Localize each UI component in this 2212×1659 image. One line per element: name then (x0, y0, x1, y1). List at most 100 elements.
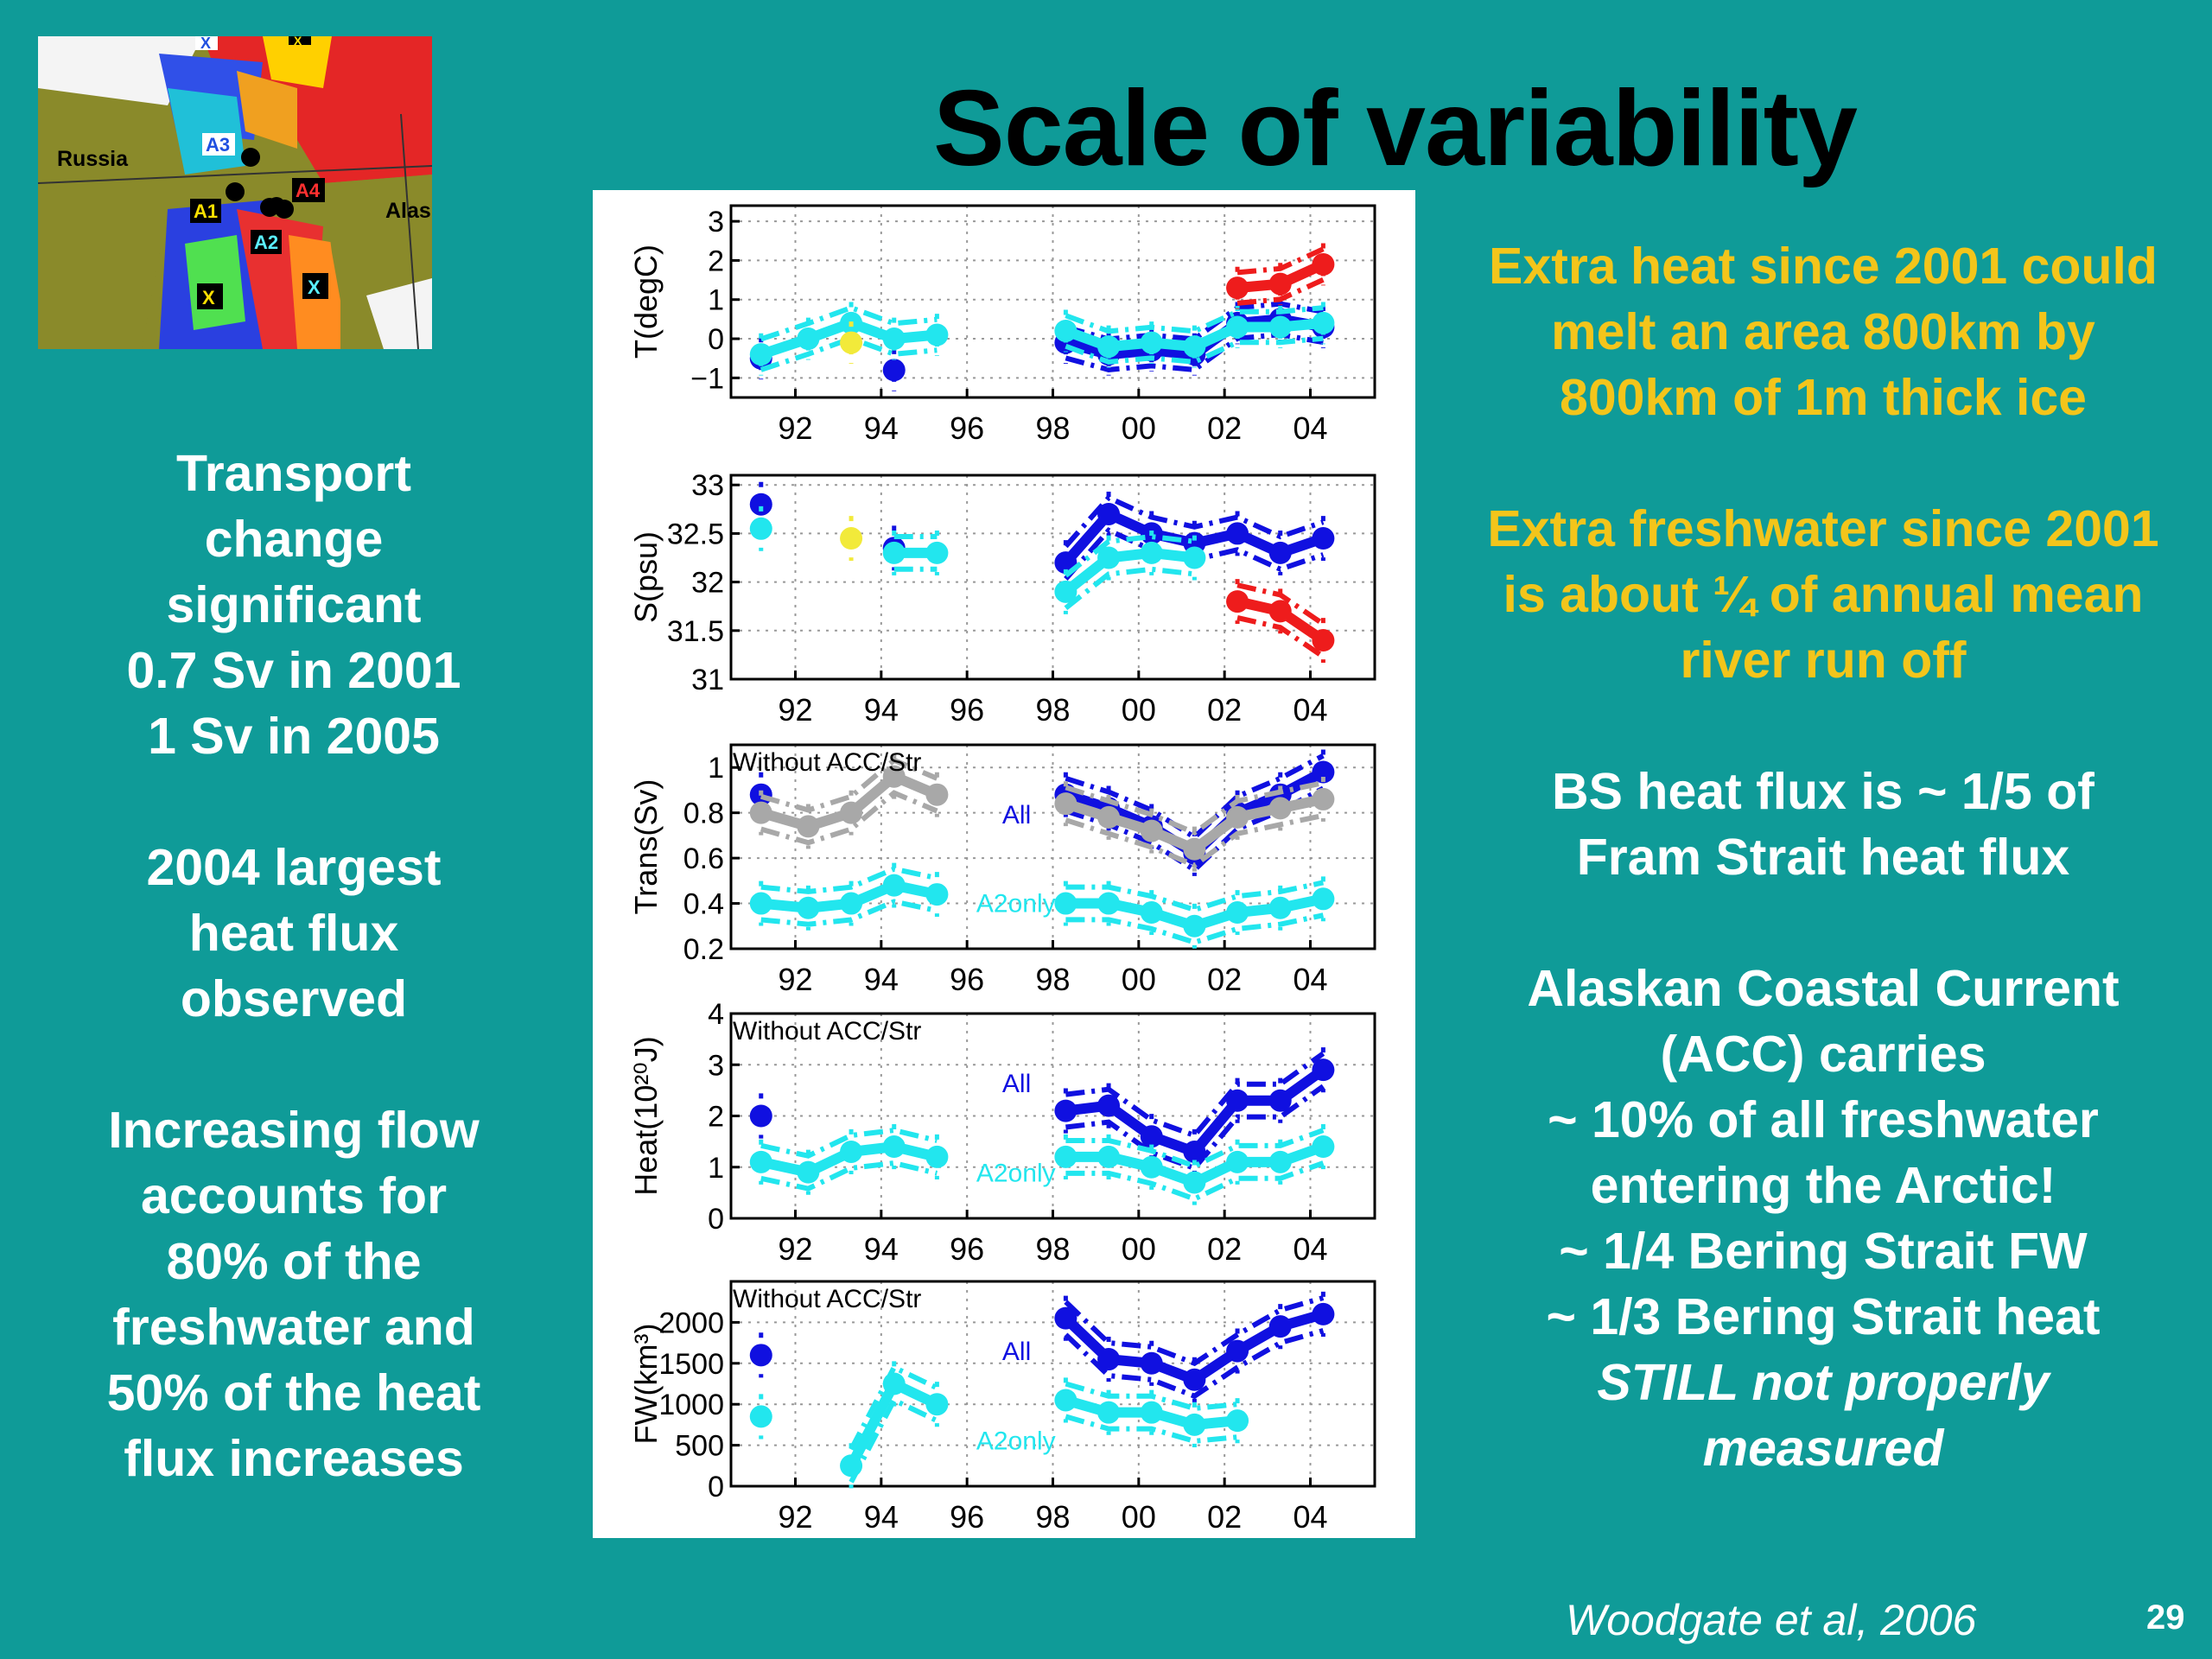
annotation-a2only: A2only (976, 890, 1056, 918)
x-tick-label: 02 (1207, 692, 1242, 728)
y-tick-label: 1500 (658, 1348, 724, 1381)
series-error-band-gray (1065, 812, 1325, 868)
data-point-cyan (1312, 311, 1335, 334)
data-point-cyan (1226, 1150, 1249, 1173)
data-point-blue (1097, 1348, 1121, 1371)
map-marker-x: X (202, 287, 215, 308)
chart-panel-3: 92 94 96 98 00 02 04 0.2 0.4 0.6 0.8 1 Trans(Sv) With… (628, 743, 1376, 997)
x-tick-label: 94 (864, 1499, 899, 1535)
y-tick-label: 3 (708, 1049, 724, 1082)
annotation-all: All (1002, 1070, 1031, 1098)
series-error-band-blue (1065, 753, 1325, 841)
series-error-band-cyan (760, 304, 938, 342)
x-tick-label: 92 (778, 410, 812, 446)
text-line: 1 Sv in 2005 (148, 708, 440, 765)
data-point-red (1226, 590, 1249, 613)
y-tick-label: 2000 (658, 1306, 724, 1339)
text-line: 0.7 Sv in 2001 (126, 642, 461, 699)
data-point-cyan (840, 1454, 863, 1478)
y-tick-label: 1 (708, 284, 724, 317)
y-tick-label: 0 (708, 1203, 724, 1236)
x-tick-label: 02 (1207, 410, 1242, 446)
page-number: 29 (2146, 1599, 2185, 1637)
data-point-cyan (925, 1145, 949, 1168)
x-tick-label: 92 (778, 692, 812, 728)
data-point-cyan (882, 874, 906, 897)
right-paragraph-freshwater: Extra freshwater since 2001 is about ¼ o… (1452, 496, 2195, 693)
y-axis-label: FW(km³) (628, 1324, 664, 1445)
data-point-cyan (797, 1160, 820, 1184)
text-line: entering the Arctic! (1590, 1157, 2056, 1214)
series-error-band-cyan (1064, 534, 1195, 578)
data-point-blue (882, 359, 906, 382)
data-point-blue (1312, 1058, 1335, 1082)
bering-strait-map: Russia Alas A1 A2 A3 A4 X X X X (38, 36, 432, 349)
y-tick-label: 4 (708, 998, 724, 1031)
data-point-cyan (840, 1140, 863, 1163)
series-error-band-cyan (760, 866, 938, 894)
data-point-cyan (749, 517, 772, 540)
right-paragraph-acc: Alaskan Coastal Current (ACC) carries ~ … (1452, 956, 2195, 1481)
data-point-blue (1054, 1099, 1077, 1122)
data-point-cyan (1140, 1401, 1163, 1424)
left-paragraph-transport: Transport change significant 0.7 Sv in 2… (52, 441, 536, 769)
text-line: accounts for (140, 1167, 448, 1224)
data-point-cyan (1226, 315, 1249, 339)
y-axis-label: S(psu) (628, 531, 664, 623)
data-point-blue (1183, 1368, 1206, 1391)
data-point-cyan (1054, 892, 1077, 915)
text-line: ~ 10% of all freshwater (1548, 1091, 2099, 1148)
data-point-blue (1268, 1089, 1292, 1112)
text-line: 800km of 1m thick ice (1560, 369, 2087, 426)
y-tick-label: 0.4 (683, 888, 724, 921)
chart-panel: 92 94 96 98 00 02 04 −1 0 1 2 3 T(degC) 92 94 96 98 00 02 0… (593, 190, 1415, 1538)
data-point-red (1226, 276, 1249, 300)
data-point-cyan (1268, 896, 1292, 919)
data-point-cyan (797, 327, 820, 351)
x-tick-label: 92 (778, 962, 812, 997)
data-point-red (1268, 600, 1292, 623)
data-point-cyan (1312, 887, 1335, 911)
y-tick-label: 1 (708, 752, 724, 785)
data-point-cyan (1226, 901, 1249, 925)
data-point-cyan (925, 1393, 949, 1416)
text-line-italic: STILL not properly (1597, 1354, 2050, 1411)
data-point-red (1312, 252, 1335, 276)
x-tick-label: 98 (1035, 410, 1070, 446)
chart-panel-2: 92 94 96 98 00 02 04 31 31.5 32 32.5 33 S(psu) (628, 469, 1376, 728)
y-axis-label: T(degC) (628, 245, 664, 359)
series-error-band-cyan (760, 335, 938, 372)
text-line: Alaskan Coastal Current (1527, 960, 2120, 1017)
x-tick-label: 04 (1293, 1499, 1327, 1535)
data-point-cyan (882, 1135, 906, 1159)
data-point-cyan (1097, 335, 1121, 359)
x-tick-label: 94 (864, 692, 899, 728)
data-point-gray (749, 801, 772, 824)
annotation-a2only: A2only (976, 1427, 1056, 1455)
map-label-a4: A4 (296, 180, 321, 201)
y-tick-label: 1000 (658, 1389, 724, 1421)
data-point-blue (1312, 760, 1335, 784)
series-error-band-blue (1064, 494, 1325, 549)
text-line-italic: measured (1702, 1420, 1944, 1477)
series-error-band-red (1236, 276, 1325, 306)
x-tick-label: 98 (1035, 962, 1070, 997)
data-point-gray (1054, 792, 1077, 816)
data-point-red (1268, 272, 1292, 296)
data-point-blue (1226, 1339, 1249, 1363)
text-line: 2004 largest (146, 839, 442, 896)
data-point-yellow (840, 527, 863, 550)
data-point-yellow (840, 331, 863, 354)
map-label-alaska: Alas (385, 199, 431, 223)
series-error-band-red (1236, 582, 1325, 626)
data-point-cyan (1268, 1150, 1292, 1173)
x-tick-label: 98 (1035, 692, 1070, 728)
right-paragraph-bs-heat: BS heat flux is ~ 1/5 of Fram Strait hea… (1452, 759, 2195, 890)
series-error-band-cyan (849, 1363, 938, 1451)
series-error-band-cyan (849, 1396, 938, 1484)
y-tick-label: 0 (708, 323, 724, 356)
y-tick-label: 3 (708, 206, 724, 238)
map-label-a2: A2 (254, 232, 278, 253)
data-point-gray (1268, 797, 1292, 820)
